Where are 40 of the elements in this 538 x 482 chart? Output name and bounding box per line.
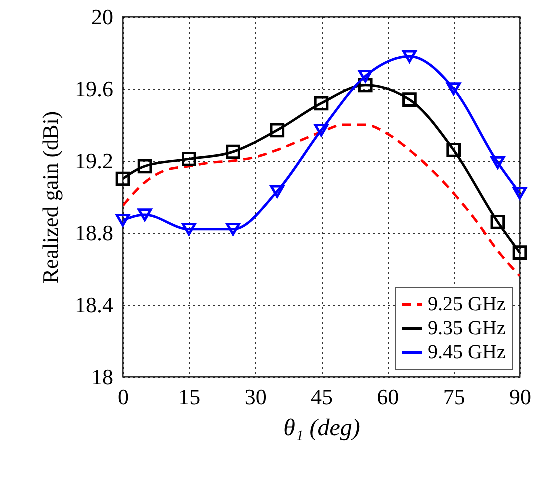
x-tick-label: 30 bbox=[244, 384, 267, 410]
point bbox=[358, 70, 373, 83]
point bbox=[138, 208, 152, 222]
y-tick-label: 18.4 bbox=[75, 292, 114, 318]
x-tick-label: 15 bbox=[178, 384, 201, 410]
point bbox=[490, 156, 506, 170]
point bbox=[226, 144, 240, 160]
y-tick-label: 20 bbox=[92, 4, 114, 30]
line-series bbox=[123, 124, 520, 278]
legend-label: 9.45 GHz bbox=[428, 342, 506, 364]
y-tick-label: 19.2 bbox=[75, 148, 114, 174]
point bbox=[116, 214, 130, 227]
point bbox=[402, 50, 417, 63]
point bbox=[226, 223, 240, 236]
point bbox=[446, 143, 461, 158]
point bbox=[512, 187, 528, 200]
point bbox=[490, 215, 506, 230]
y-tick-label: 18 bbox=[92, 364, 114, 390]
x-tick-label: 60 bbox=[377, 384, 400, 410]
point bbox=[402, 92, 417, 107]
y-axis-title: Realized gain (dBi) bbox=[38, 111, 63, 284]
x-tick-label: 0 bbox=[118, 384, 129, 410]
point bbox=[446, 82, 461, 96]
point bbox=[270, 123, 285, 138]
point bbox=[116, 172, 130, 186]
y-tick-label: 18.8 bbox=[75, 220, 114, 246]
point bbox=[314, 96, 329, 111]
x-tick-label: 75 bbox=[443, 384, 466, 410]
legend-label: 9.35 GHz bbox=[428, 318, 506, 340]
legend-label: 9.25 GHz bbox=[428, 294, 506, 316]
point bbox=[138, 159, 152, 174]
point bbox=[512, 246, 528, 260]
x-axis-title: θ₁ (deg) bbox=[284, 416, 360, 442]
point bbox=[314, 124, 329, 137]
point bbox=[182, 223, 196, 236]
x-tick-label: 90 bbox=[510, 384, 532, 410]
point bbox=[182, 152, 196, 166]
x-tick-label: 45 bbox=[311, 384, 333, 410]
y-tick-label: 19.6 bbox=[75, 76, 114, 102]
point bbox=[270, 185, 285, 198]
